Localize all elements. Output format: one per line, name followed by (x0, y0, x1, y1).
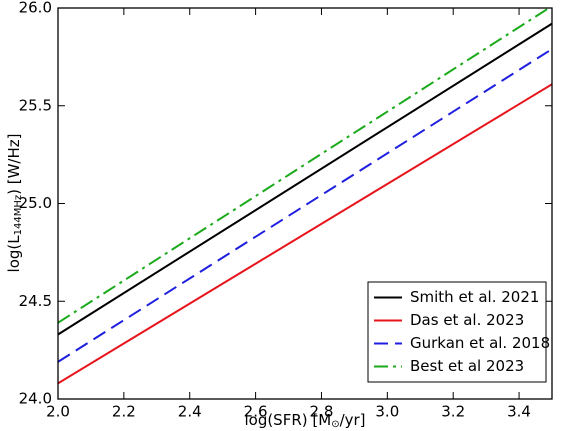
legend-label: Das et al. 2023 (410, 311, 524, 329)
x-tick-label: 3.2 (441, 403, 465, 421)
series-line (58, 83, 552, 385)
x-label-sub: ⊙ (331, 419, 339, 430)
x-tick-label: 2.6 (244, 403, 268, 421)
x-tick-label: 2.8 (310, 403, 334, 421)
series-line (58, 8, 551, 324)
y-tick-label: 24.5 (19, 292, 52, 310)
x-tick-label: 3.4 (507, 403, 531, 421)
legend-label: Best et al 2023 (410, 357, 524, 375)
y-label-main: log(L (5, 235, 23, 273)
legend-label: Gurkan et al. 2018 (410, 334, 550, 352)
x-label-main: log(SFR) [M (244, 411, 331, 429)
legend-label: Smith et al. 2021 (410, 288, 539, 306)
y-axis-label: log(L144MHz) [W/Hz] (5, 134, 25, 273)
series-line (58, 22, 552, 336)
x-label-rest: /yr] (340, 411, 366, 429)
x-tick-label: 2.2 (112, 403, 136, 421)
y-label-sub: 144MHz (13, 195, 24, 235)
x-tick-label: 2.0 (46, 403, 70, 421)
y-tick-label: 26.0 (19, 0, 52, 17)
y-tick-label: 25.0 (19, 194, 52, 212)
series-line (58, 48, 552, 363)
legend-box (367, 281, 547, 383)
x-axis-label: log(SFR) [M⊙/yr] (244, 411, 365, 431)
y-tick-label: 24.0 (19, 390, 52, 408)
y-tick-label: 25.5 (19, 96, 52, 114)
y-label-rest: ) [W/Hz] (5, 134, 23, 195)
plot-lines (58, 8, 552, 385)
x-tick-label: 3.0 (375, 403, 399, 421)
x-tick-label: 2.4 (178, 403, 202, 421)
